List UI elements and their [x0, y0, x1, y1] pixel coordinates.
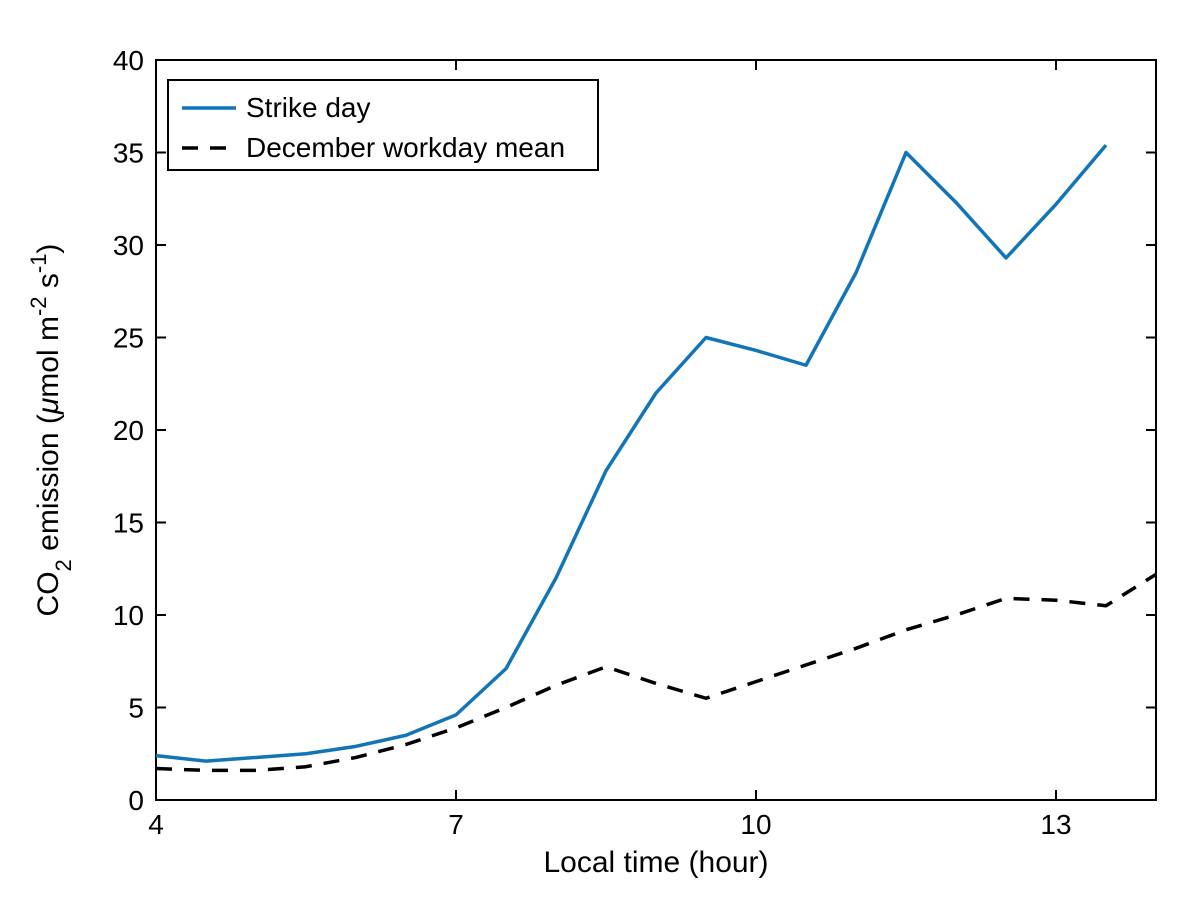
y-tick-label: 5	[128, 693, 144, 724]
co2-emission-chart: 4710130510152025303540Local time (hour)C…	[0, 0, 1200, 900]
legend-label-0: Strike day	[246, 92, 371, 123]
y-tick-label: 35	[113, 138, 144, 169]
y-tick-label: 10	[113, 600, 144, 631]
y-tick-label: 15	[113, 508, 144, 539]
y-tick-label: 0	[128, 785, 144, 816]
y-tick-label: 40	[113, 45, 144, 76]
x-tick-label: 4	[148, 809, 164, 840]
legend-label-1: December workday mean	[246, 132, 565, 163]
x-tick-label: 10	[740, 809, 771, 840]
y-tick-label: 20	[113, 415, 144, 446]
x-tick-label: 7	[448, 809, 464, 840]
x-tick-label: 13	[1040, 809, 1071, 840]
x-axis-label: Local time (hour)	[543, 846, 768, 879]
y-tick-label: 25	[113, 323, 144, 354]
y-tick-label: 30	[113, 230, 144, 261]
